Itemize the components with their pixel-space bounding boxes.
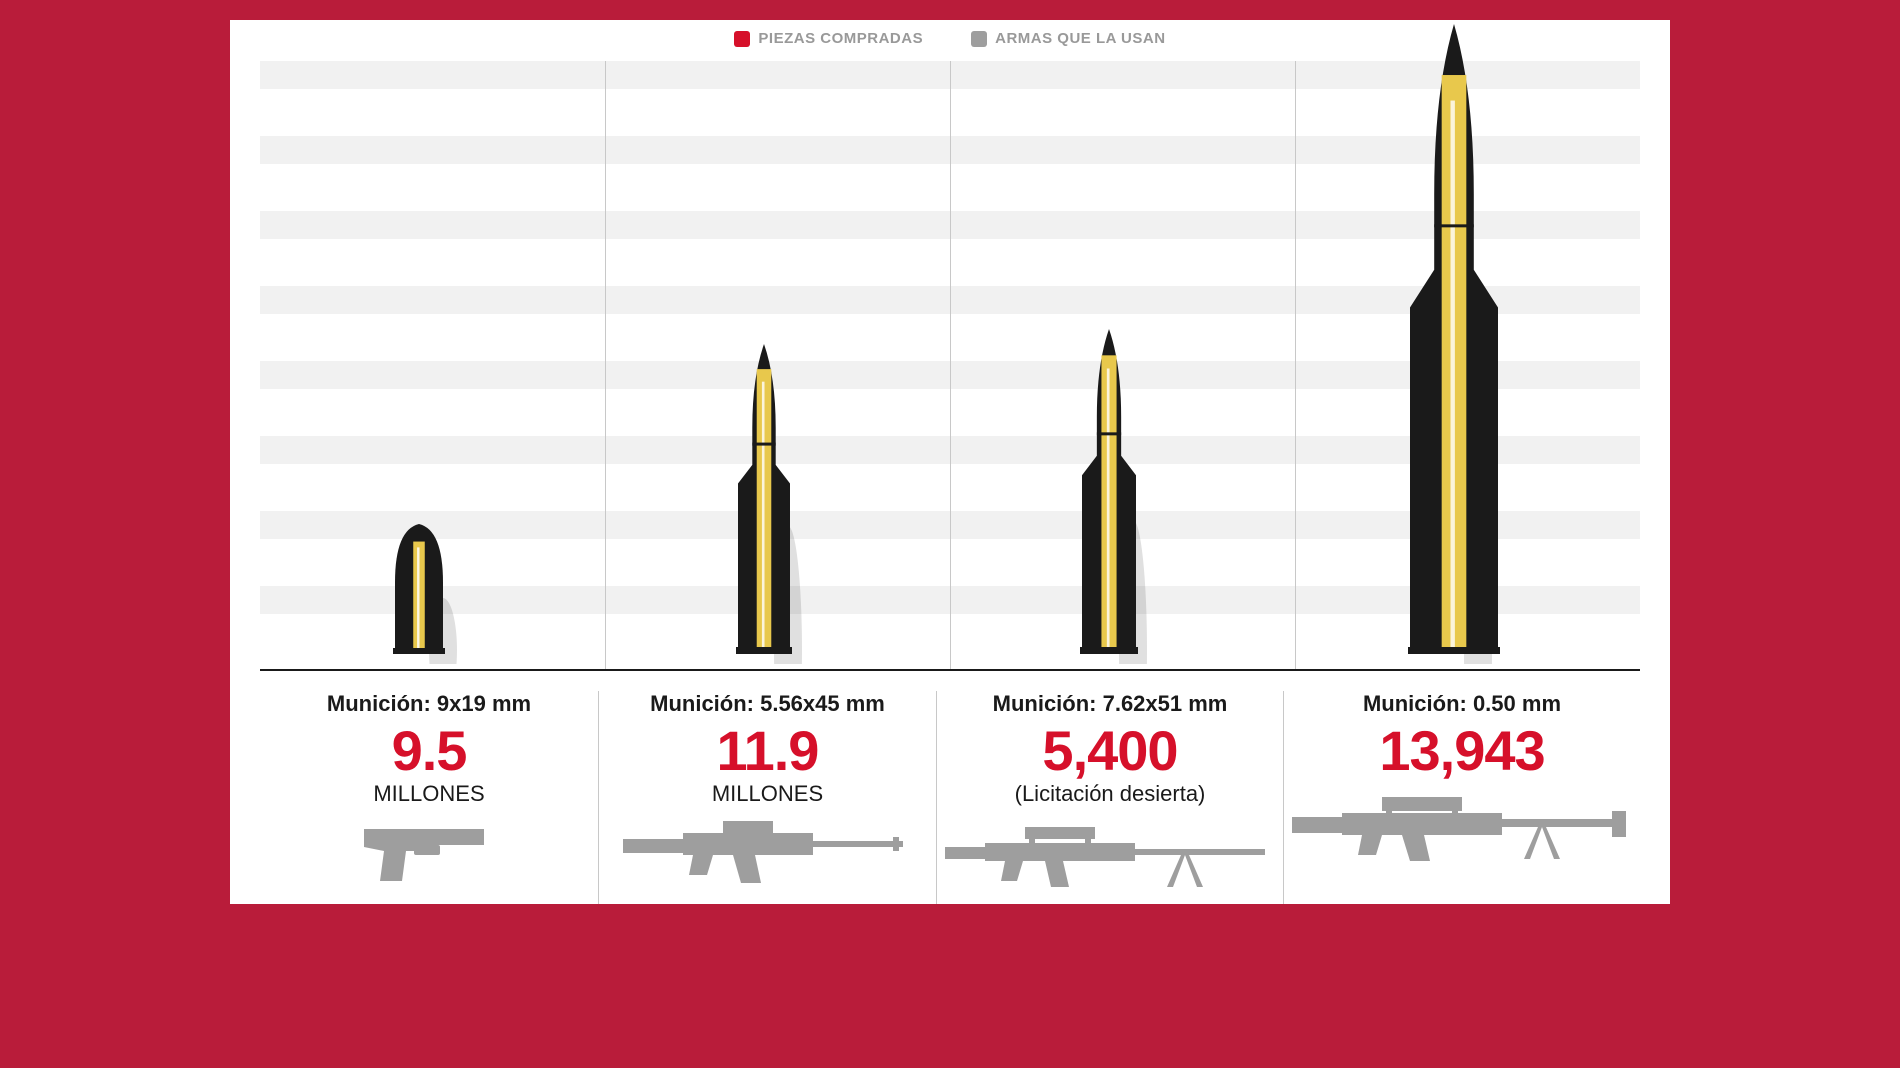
bullet-icon [1406, 24, 1530, 669]
value-unit: MILLONES [607, 781, 928, 807]
chart-column [260, 61, 605, 669]
value-unit: (Licitación desierta) [945, 781, 1275, 807]
label-column: Munición: 7.62x51 mm 5,400(Licitación des… [936, 691, 1283, 904]
labels-row: Munición: 9x19 mm9.5MILLONESMunición: 5.… [260, 691, 1640, 904]
legend-item-grey: ARMAS QUE LA USAN [971, 30, 1165, 47]
value-number: 13,943 [1292, 723, 1632, 779]
value-number: 11.9 [607, 723, 928, 779]
label-column: Munición: 9x19 mm 9.5MILLONES [260, 691, 598, 904]
weapon-icon [945, 817, 1275, 892]
bullet-icon [391, 524, 475, 669]
label-column: Munición: 0.50 mm 13,943 [1283, 691, 1640, 904]
columns [260, 61, 1640, 669]
caliber-label: Munición: 0.50 mm [1292, 691, 1632, 717]
infographic-card: PIEZAS COMPRADAS ARMAS QUE LA USAN Munic… [230, 20, 1670, 904]
value-number: 5,400 [945, 723, 1275, 779]
chart-column [605, 61, 950, 669]
swatch-grey-icon [971, 31, 987, 47]
legend-red-label: PIEZAS COMPRADAS [758, 30, 923, 47]
value-number: 9.5 [268, 723, 590, 779]
caliber-label: Munición: 7.62x51 mm [945, 691, 1275, 717]
label-column: Munición: 5.56x45 mm 11.9MILLONES [598, 691, 936, 904]
bullet-icon [1078, 329, 1168, 669]
value-unit: MILLONES [268, 781, 590, 807]
weapon-icon [1292, 789, 1632, 864]
chart-column [1295, 61, 1640, 669]
bullet-icon [734, 344, 822, 669]
legend-item-red: PIEZAS COMPRADAS [734, 30, 923, 47]
legend-grey-label: ARMAS QUE LA USAN [995, 30, 1165, 47]
weapon-icon [268, 817, 590, 887]
chart-area [260, 61, 1640, 671]
swatch-red-icon [734, 31, 750, 47]
chart-column [950, 61, 1295, 669]
weapon-icon [607, 817, 928, 887]
caliber-label: Munición: 5.56x45 mm [607, 691, 928, 717]
caliber-label: Munición: 9x19 mm [268, 691, 590, 717]
